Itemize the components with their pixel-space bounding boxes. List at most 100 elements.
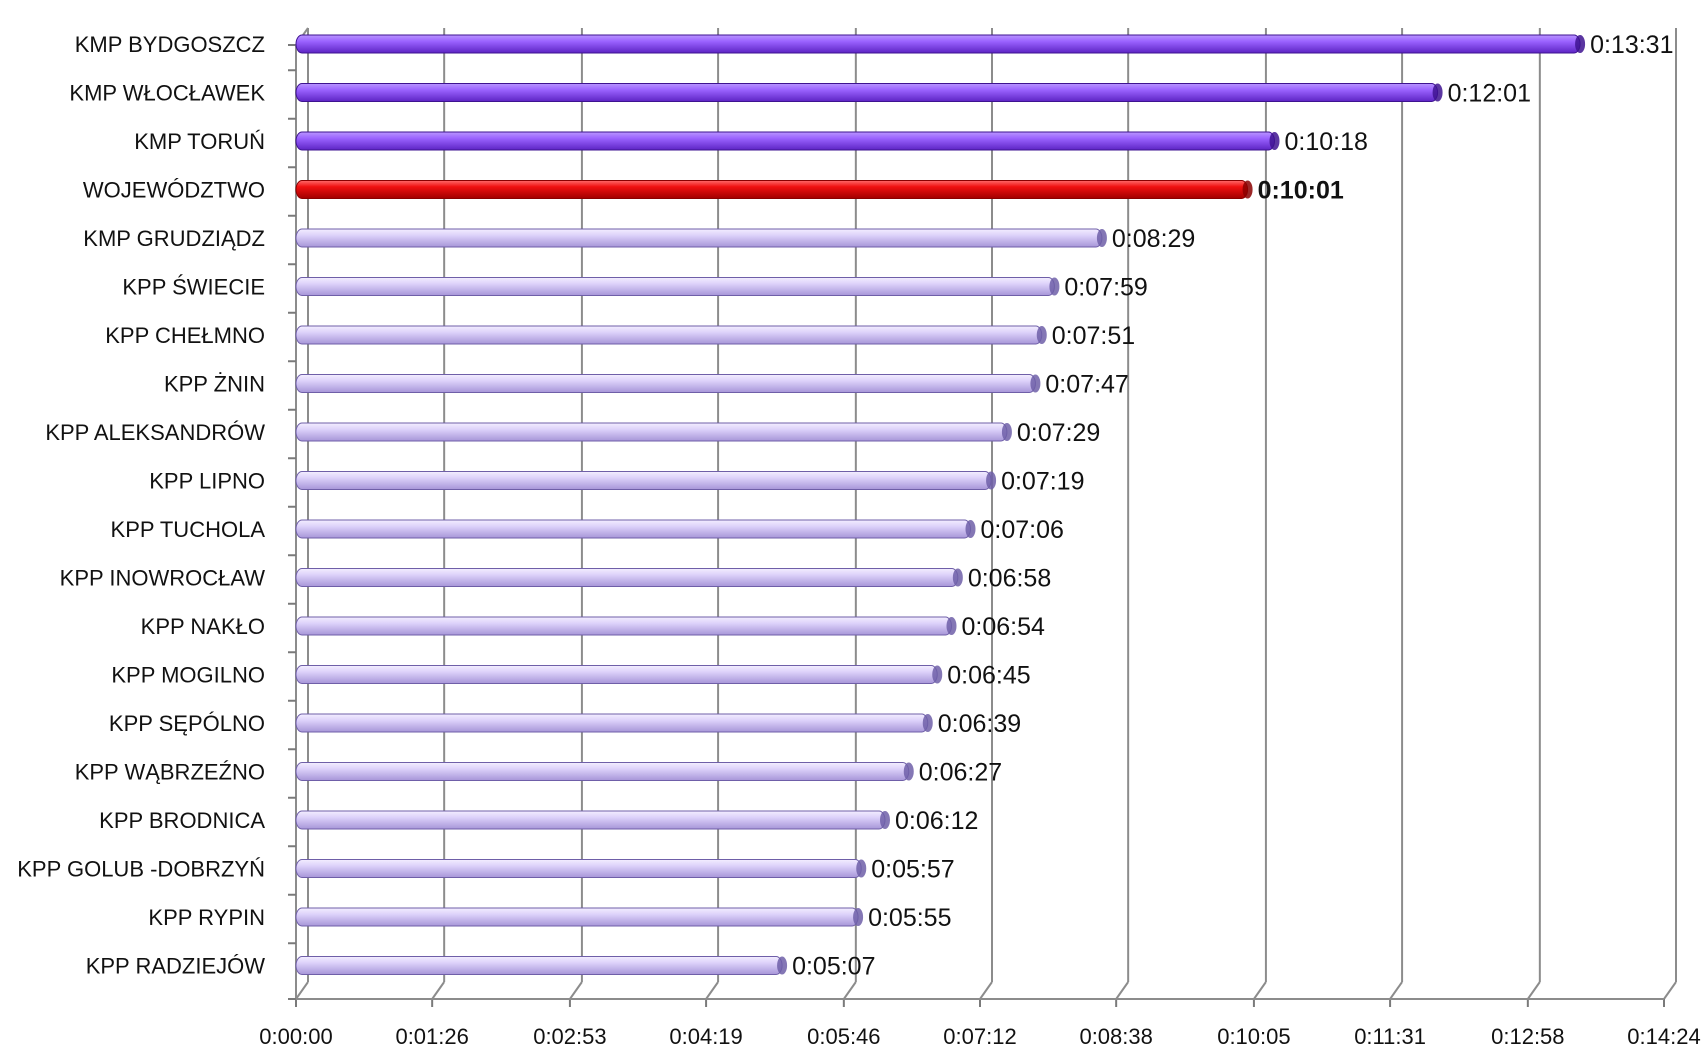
bar <box>295 471 997 490</box>
bar-end-cap <box>952 568 963 587</box>
data-label: 0:06:45 <box>947 662 1030 690</box>
x-tick-label: 0:05:46 <box>807 1024 880 1049</box>
category-label: KPP NAKŁO <box>141 614 265 639</box>
bar <box>295 34 1586 54</box>
bar-end-cap <box>1036 326 1047 344</box>
bar-end-cap <box>986 471 997 490</box>
data-label: 0:07:47 <box>1045 371 1128 399</box>
bar-end-cap <box>1030 374 1041 393</box>
bar-end-cap <box>856 859 867 878</box>
bar <box>295 325 1047 345</box>
bar <box>295 180 1253 199</box>
floor-gridline <box>431 981 445 1000</box>
floor-gridline <box>1115 981 1129 1000</box>
x-tick-label: 0:08:38 <box>1079 1024 1152 1049</box>
floor-gridline <box>979 981 993 1000</box>
bar <box>295 956 788 975</box>
floor-gridline <box>1663 981 1677 1000</box>
bar <box>295 228 1107 248</box>
bar-end-cap <box>1096 229 1107 247</box>
data-label: 0:05:55 <box>868 904 951 932</box>
bar-end-cap <box>1049 277 1060 296</box>
bar <box>295 277 1060 296</box>
category-label: KPP LIPNO <box>149 469 265 494</box>
data-label: 0:12:01 <box>1448 80 1531 108</box>
bar-end-cap <box>946 617 957 635</box>
bar-end-cap <box>932 665 943 684</box>
x-tick-label: 0:14:24 <box>1627 1024 1700 1049</box>
data-label: 0:10:18 <box>1285 128 1368 156</box>
data-label: 0:07:06 <box>981 516 1064 544</box>
floor-gridline <box>1253 981 1267 1000</box>
data-label: 0:06:58 <box>968 565 1051 593</box>
category-label: KPP RYPIN <box>148 905 265 930</box>
category-label: WOJEWÓDZTWO <box>83 178 265 203</box>
bar-end-cap <box>1242 180 1253 199</box>
bar <box>295 83 1443 102</box>
bar <box>295 810 890 830</box>
labels: 0:00:00 0:01:26 0:02:53 0:04:19 0:05:46 0:07:… <box>17 31 1700 1049</box>
x-tick-label: 0:00:00 <box>259 1024 332 1049</box>
data-label: 0:05:07 <box>792 953 875 981</box>
category-label: KMP BYDGOSZCZ <box>75 32 265 57</box>
data-label: 0:07:59 <box>1064 274 1147 302</box>
x-tick-label: 0:10:05 <box>1217 1024 1290 1049</box>
floor-gridline <box>1527 981 1541 1000</box>
category-label: KPP ALEKSANDRÓW <box>45 420 265 445</box>
data-label: 0:13:31 <box>1590 31 1673 59</box>
bar-end-cap <box>777 956 788 975</box>
bar-end-cap <box>903 762 914 781</box>
bar-end-cap <box>1432 83 1443 102</box>
category-label: KPP WĄBRZEŹNO <box>75 760 265 785</box>
data-label: 0:07:19 <box>1001 468 1084 496</box>
x-tick-label: 0:11:31 <box>1354 1024 1426 1049</box>
floor-gridline <box>843 981 857 1000</box>
x-tick-label: 0:01:26 <box>395 1024 468 1049</box>
floor-gridline <box>705 981 719 1000</box>
bar <box>295 713 933 733</box>
data-label: 0:06:12 <box>895 807 978 835</box>
floor-gridline <box>295 981 309 1000</box>
category-label: KPP ŚWIECIE <box>122 275 265 300</box>
data-label: 0:08:29 <box>1112 225 1195 253</box>
bar-end-cap <box>1001 423 1012 441</box>
bar <box>295 859 867 878</box>
bar <box>295 762 914 781</box>
bar <box>295 131 1280 151</box>
data-label: 0:05:57 <box>871 856 954 884</box>
bar-end-cap <box>853 908 864 926</box>
category-label: KMP WŁOCŁAWEK <box>69 81 265 106</box>
category-label: KPP TUCHOLA <box>111 517 266 542</box>
category-label: KMP TORUŃ <box>134 129 265 154</box>
bar <box>295 374 1041 393</box>
category-label: KPP BRODNICA <box>99 808 265 833</box>
category-label: KPP SĘPÓLNO <box>109 711 265 736</box>
floor-gridline <box>1389 981 1403 1000</box>
bar <box>295 422 1012 442</box>
bar <box>295 519 976 539</box>
category-label: KPP GOLUB -DOBRZYŃ <box>17 857 265 882</box>
bar-end-cap <box>922 714 933 732</box>
category-label: KMP GRUDZIĄDZ <box>83 226 265 251</box>
bar-end-cap <box>1269 132 1280 150</box>
bar <box>295 616 957 636</box>
bar-end-cap <box>880 811 890 829</box>
data-label: 0:06:27 <box>919 759 1002 787</box>
data-label: 0:10:01 <box>1258 177 1344 205</box>
data-label: 0:06:54 <box>962 613 1046 641</box>
x-tick-label: 0:02:53 <box>533 1024 606 1049</box>
bar <box>295 665 943 684</box>
floor-gridline <box>569 981 583 1000</box>
category-label: KPP MOGILNO <box>111 663 265 688</box>
data-label: 0:07:29 <box>1017 419 1100 447</box>
bar-end-cap <box>1575 35 1586 53</box>
category-label: KPP INOWROCŁAW <box>60 566 266 591</box>
bar <box>295 907 864 927</box>
data-label: 0:07:51 <box>1052 322 1135 350</box>
x-tick-label: 0:07:12 <box>943 1024 1016 1049</box>
data-label: 0:06:39 <box>938 710 1021 738</box>
category-label: KPP RADZIEJÓW <box>86 954 266 979</box>
x-tick-label: 0:12:58 <box>1491 1024 1564 1049</box>
